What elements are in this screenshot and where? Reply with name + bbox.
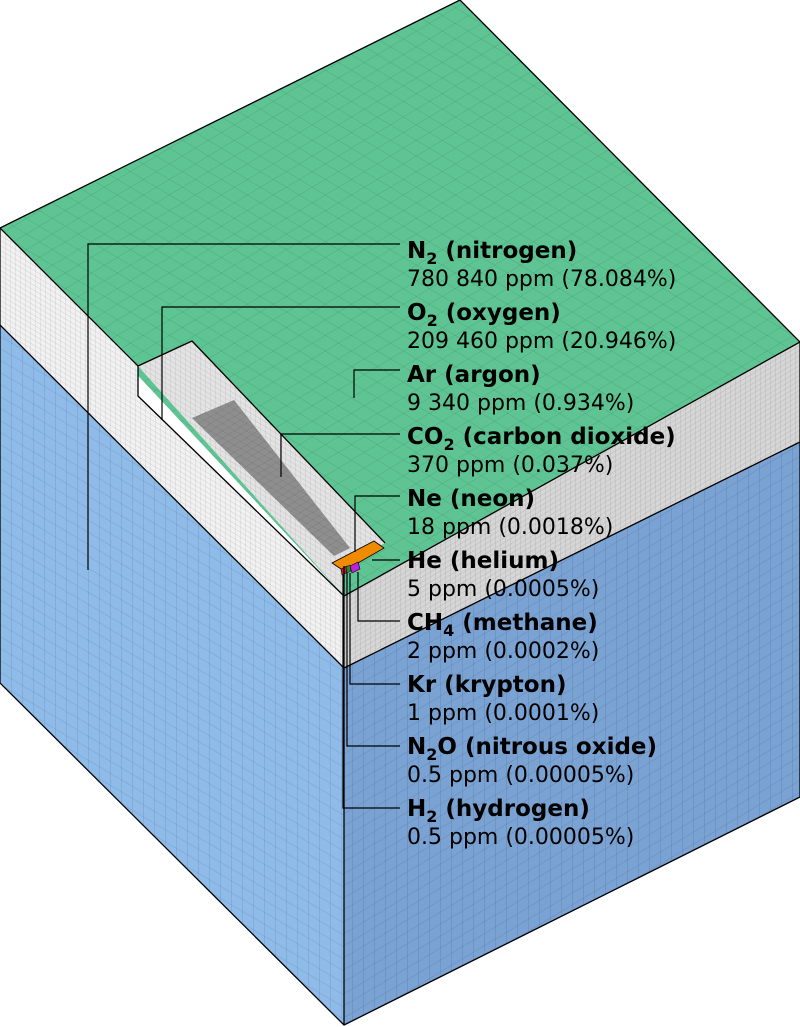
formula: N bbox=[407, 238, 426, 264]
leader-carbon-dioxide bbox=[280, 433, 400, 477]
leader-hydrogen bbox=[342, 575, 400, 809]
gas-name: (oxygen) bbox=[438, 300, 561, 326]
leader-oxygen bbox=[161, 306, 400, 420]
oxygen-band-right bbox=[344, 342, 800, 668]
label-oxygen-name: O2 (oxygen) bbox=[407, 300, 561, 330]
gas-name: (helium) bbox=[442, 548, 559, 574]
label-nitrous-oxide-name: N2O (nitrous oxide) bbox=[407, 734, 657, 764]
neon-block bbox=[331, 540, 385, 572]
formula: Kr bbox=[407, 672, 437, 698]
leader-nitrous-oxide bbox=[346, 573, 400, 747]
helium-block bbox=[349, 561, 361, 574]
label-helium-name: He (helium) bbox=[407, 548, 559, 574]
gas-name: (nitrogen) bbox=[437, 238, 577, 264]
formula-subscript: 2 bbox=[443, 435, 454, 454]
label-helium-value: 5 ppm (0.0005%) bbox=[407, 577, 599, 602]
label-krypton-name: Kr (krypton) bbox=[407, 672, 566, 698]
label-methane-name: CH4 (methane) bbox=[407, 610, 598, 640]
label-nitrogen-name: N2 (nitrogen) bbox=[407, 238, 577, 268]
oxygen-band-front bbox=[0, 228, 344, 668]
gas-name: O (nitrous oxide) bbox=[437, 734, 657, 760]
label-methane-value: 2 ppm (0.0002%) bbox=[407, 639, 599, 664]
label-hydrogen-name: H2 (hydrogen) bbox=[407, 796, 590, 826]
formula: H bbox=[407, 796, 426, 822]
gas-name: (hydrogen) bbox=[437, 796, 589, 822]
gas-name: (neon) bbox=[442, 486, 535, 512]
formula: CO bbox=[407, 424, 443, 450]
leader-neon bbox=[354, 495, 400, 552]
formula: O bbox=[407, 300, 427, 326]
label-carbon-dioxide-name: CO2 (carbon dioxide) bbox=[407, 424, 676, 454]
leader-lines bbox=[87, 243, 400, 809]
leader-argon bbox=[353, 369, 400, 398]
label-argon-name: Ar (argon) bbox=[407, 362, 541, 388]
formula-subscript: 2 bbox=[427, 311, 438, 330]
co2-block bbox=[192, 400, 350, 556]
label-neon-value: 18 ppm (0.0018%) bbox=[407, 515, 613, 540]
formula: He bbox=[407, 548, 442, 574]
leader-methane bbox=[357, 572, 400, 622]
label-nitrous-oxide-value: 0.5 ppm (0.00005%) bbox=[407, 763, 634, 788]
label-oxygen-value: 209 460 ppm (20.946%) bbox=[407, 329, 676, 354]
formula-subscript: 2 bbox=[426, 745, 437, 764]
formula: Ne bbox=[407, 486, 442, 512]
gas-name: (krypton) bbox=[436, 672, 566, 698]
label-argon-value: 9 340 ppm (0.934%) bbox=[407, 391, 634, 416]
top-face bbox=[0, 0, 800, 596]
label-neon-name: Ne (neon) bbox=[407, 486, 535, 512]
formula: N bbox=[407, 734, 426, 760]
label-carbon-dioxide-value: 370 ppm (0.037%) bbox=[407, 453, 613, 478]
formula-subscript: 2 bbox=[426, 249, 437, 268]
right-face bbox=[344, 442, 800, 1025]
formula-subscript: 2 bbox=[426, 807, 437, 826]
gas-name: (methane) bbox=[454, 610, 597, 636]
formula-subscript: 4 bbox=[443, 621, 454, 640]
gas-labels: N2 (nitrogen)780 840 ppm (78.084%)O2 (ox… bbox=[407, 238, 676, 850]
leader-nitrogen bbox=[87, 243, 400, 570]
gas-name: (argon) bbox=[436, 362, 541, 388]
gas-name: (carbon dioxide) bbox=[455, 424, 676, 450]
formula: CH bbox=[407, 610, 443, 636]
formula: Ar bbox=[407, 362, 437, 388]
label-nitrogen-value: 780 840 ppm (78.084%) bbox=[407, 267, 676, 292]
label-hydrogen-value: 0.5 ppm (0.00005%) bbox=[407, 825, 634, 850]
front-face bbox=[0, 325, 344, 1025]
leader-krypton bbox=[349, 573, 400, 685]
label-krypton-value: 1 ppm (0.0001%) bbox=[407, 701, 599, 726]
krypton-block bbox=[345, 564, 352, 574]
